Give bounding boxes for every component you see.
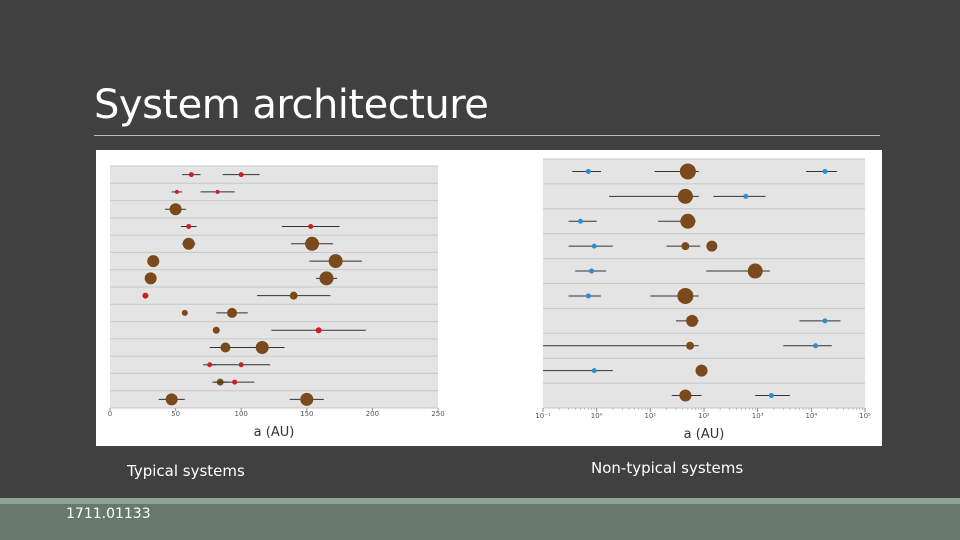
left-planet-point xyxy=(186,224,192,229)
left-tick-label: 0 xyxy=(108,410,112,418)
right-planet-point xyxy=(591,243,597,249)
left-planet-point xyxy=(238,362,244,368)
right-planet-point xyxy=(578,218,584,224)
left-planet-point xyxy=(305,236,320,251)
left-planet-point xyxy=(181,309,188,316)
left-planet-point xyxy=(255,341,269,354)
left-planet-point xyxy=(212,326,220,334)
right-planet-point xyxy=(822,168,828,174)
left-chart-typical-systems: 0 50 100 150 200 250 a (AU) xyxy=(108,165,445,440)
left-x-axis-label: a (AU) xyxy=(254,425,295,440)
caption-typical-systems: Typical systems xyxy=(127,462,245,480)
left-tick-label: 50 xyxy=(171,410,180,418)
right-tick-label: 10⁵ xyxy=(859,412,871,420)
right-tick-label: 10³ xyxy=(752,412,764,420)
left-tick-label: 100 xyxy=(235,410,248,418)
arxiv-reference: 1711.01133 xyxy=(66,506,151,522)
left-planet-point xyxy=(174,189,179,194)
left-planet-point xyxy=(289,291,298,300)
right-planet-point xyxy=(706,240,718,252)
right-planet-point xyxy=(588,268,594,274)
right-chart-non-typical-systems: 10⁻¹ 10⁰ 10¹ 10² 10³ 10⁴ 10⁵ a (AU) xyxy=(535,158,871,442)
right-planet-point xyxy=(677,188,693,204)
right-planet-point xyxy=(585,293,591,299)
title-divider xyxy=(94,135,880,136)
left-planet-point xyxy=(165,393,178,406)
right-x-axis-label: a (AU) xyxy=(684,427,725,442)
right-tick-label: 10² xyxy=(698,412,710,420)
right-planet-point xyxy=(822,318,828,324)
left-planet-point xyxy=(232,379,238,385)
right-planet-point xyxy=(686,314,699,327)
left-planet-point xyxy=(315,327,322,334)
footer-bar xyxy=(0,504,960,540)
left-planet-point xyxy=(215,189,220,194)
slide-title: System architecture xyxy=(94,82,489,128)
right-tick-label: 10⁻¹ xyxy=(535,412,551,420)
right-planet-point xyxy=(679,389,692,402)
caption-non-typical-systems: Non-typical systems xyxy=(591,459,744,477)
right-planet-point xyxy=(768,393,774,399)
left-planet-point xyxy=(144,272,157,285)
right-tick-label: 10⁴ xyxy=(805,412,817,420)
right-planet-point xyxy=(585,168,591,174)
right-planet-point xyxy=(747,263,763,279)
right-planet-point xyxy=(686,341,695,350)
left-planet-point xyxy=(328,254,343,269)
left-planet-point xyxy=(227,307,238,318)
left-planet-point xyxy=(169,203,182,216)
left-tick-label: 150 xyxy=(300,410,313,418)
right-tick-label: 10¹ xyxy=(644,412,656,420)
figure-panel: 0 50 100 150 200 250 a (AU) 10⁻¹ 10⁰ 10¹ 10² 10³ 10… xyxy=(96,150,882,446)
left-planet-point xyxy=(220,342,231,353)
left-planet-point xyxy=(207,362,213,368)
right-planet-point xyxy=(591,368,597,374)
right-planet-point xyxy=(681,242,690,251)
left-planet-point xyxy=(188,172,194,178)
footer-accent-bar xyxy=(0,498,960,504)
left-planet-point xyxy=(238,172,244,178)
left-planet-point xyxy=(300,392,314,406)
right-tick-label: 10⁰ xyxy=(591,412,603,420)
left-tick-label: 250 xyxy=(431,410,444,418)
right-planet-point xyxy=(677,287,694,304)
left-tick-label: 200 xyxy=(366,410,379,418)
left-planet-point xyxy=(147,255,160,268)
left-planet-point xyxy=(308,224,314,229)
right-planet-point xyxy=(813,343,819,349)
left-planet-point xyxy=(142,292,149,299)
left-planet-point xyxy=(319,271,334,286)
right-planet-point xyxy=(695,364,708,377)
right-planet-point xyxy=(680,213,696,229)
left-planet-point xyxy=(182,237,195,250)
right-planet-point xyxy=(743,193,749,199)
right-planet-point xyxy=(679,163,696,180)
